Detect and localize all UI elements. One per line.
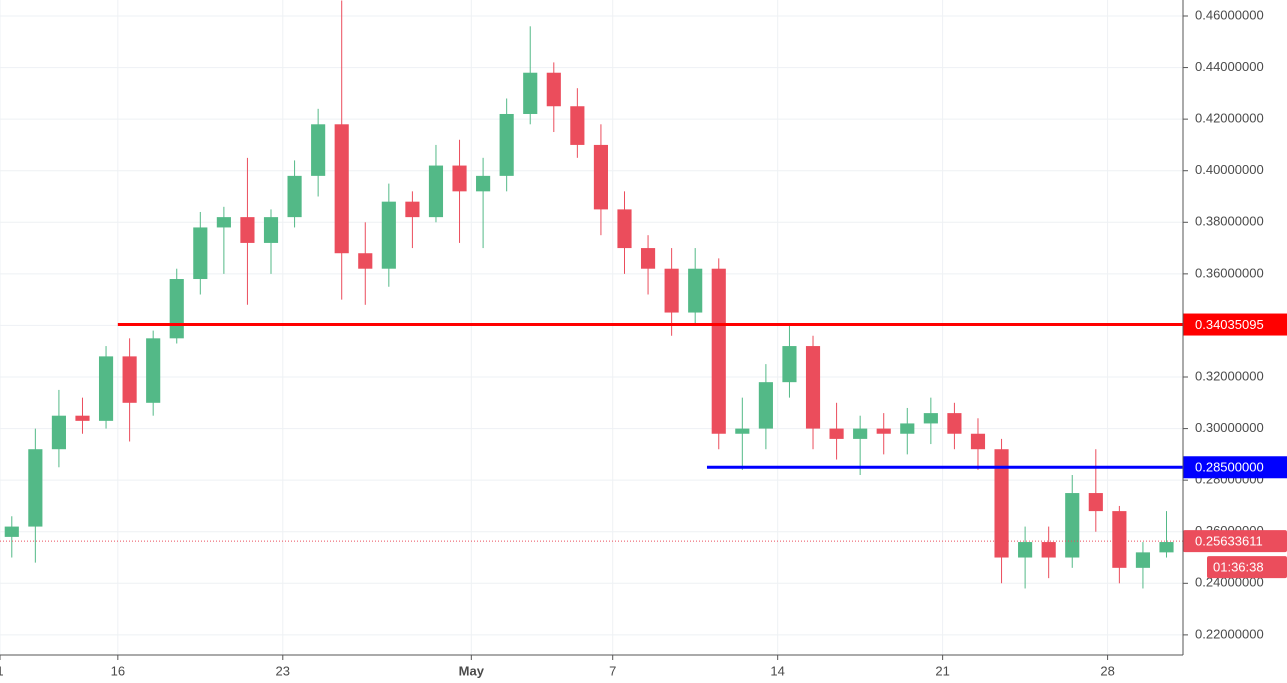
candle-body — [923, 413, 938, 424]
candle-body — [1135, 552, 1151, 568]
countdown-label: 01:36:38 — [1213, 560, 1264, 575]
x-tick-label: 16 — [111, 663, 125, 678]
candle-body — [193, 227, 208, 280]
x-tick-label: 7 — [609, 663, 616, 678]
candle-body — [311, 124, 326, 176]
candle-body — [452, 165, 467, 192]
candle-body — [758, 382, 773, 429]
candle-body — [28, 449, 43, 527]
last-price-tag — [1183, 530, 1287, 553]
x-tick-label: 28 — [1100, 663, 1114, 678]
level-tag — [1183, 456, 1287, 479]
candle-body — [735, 428, 750, 434]
candle-body — [853, 428, 868, 439]
y-tick-label: 0.22000000 — [1195, 626, 1264, 641]
candle-body — [1088, 493, 1103, 512]
candle-body — [593, 144, 608, 210]
level-tag — [1183, 313, 1287, 336]
x-tick-label: 21 — [935, 663, 949, 678]
candle-body — [947, 413, 962, 434]
candle-body — [1041, 542, 1056, 558]
x-tick-label: 23 — [276, 663, 290, 678]
candle-body — [263, 217, 279, 243]
candle-body — [1018, 542, 1033, 558]
candle-body — [711, 268, 726, 434]
last-price-label: 0.25633611 — [1195, 534, 1263, 549]
candle-body — [900, 423, 915, 434]
candle-body — [617, 209, 632, 249]
candle-body — [570, 106, 585, 145]
y-tick-label: 0.30000000 — [1195, 420, 1264, 435]
candle-body — [75, 415, 90, 421]
candle-body — [640, 248, 656, 269]
candle-body — [240, 217, 255, 243]
candle-body — [546, 72, 561, 107]
candle-body — [829, 428, 844, 439]
y-tick-label: 0.36000000 — [1195, 265, 1264, 280]
x-tick-label: May — [459, 663, 485, 678]
y-tick-label: 0.44000000 — [1195, 59, 1264, 74]
candle-body — [216, 217, 231, 228]
candle-body — [1159, 542, 1174, 553]
candle-body — [146, 338, 161, 403]
y-tick-label: 0.38000000 — [1195, 214, 1264, 229]
candle-body — [994, 449, 1009, 558]
candle-body — [499, 113, 514, 176]
y-tick-label: 0.46000000 — [1195, 7, 1264, 22]
candle-body — [1112, 511, 1127, 568]
candle-body — [51, 415, 66, 450]
candle-body — [381, 201, 396, 269]
candle-body — [287, 175, 302, 218]
countdown-tag — [1207, 556, 1287, 579]
candle-body — [405, 201, 420, 218]
candle-body — [523, 72, 538, 114]
candle-body — [4, 526, 19, 537]
candle-body — [476, 175, 491, 192]
x-tick-label: 14 — [770, 663, 784, 678]
candle-body — [334, 124, 349, 254]
candle-body — [358, 253, 373, 269]
y-tick-label: 0.42000000 — [1195, 111, 1264, 126]
candle-body — [122, 356, 137, 403]
y-tick-label: 0.40000000 — [1195, 162, 1264, 177]
candle-body — [169, 279, 184, 339]
candle-body — [428, 165, 444, 218]
candle-body — [688, 268, 703, 313]
level-label: 0.28500000 — [1195, 460, 1264, 475]
candle-body — [98, 356, 114, 421]
level-label: 0.34035095 — [1195, 317, 1264, 332]
candle-body — [664, 268, 679, 313]
y-tick-label: 0.24000000 — [1195, 575, 1264, 590]
y-tick-label: 0.32000000 — [1195, 368, 1264, 383]
x-tick-label: 1 — [0, 663, 4, 678]
candle-body — [782, 346, 797, 383]
candle-body — [970, 433, 986, 450]
candle-body — [1065, 493, 1080, 558]
candle-body — [876, 428, 891, 434]
candle-body — [805, 346, 821, 429]
